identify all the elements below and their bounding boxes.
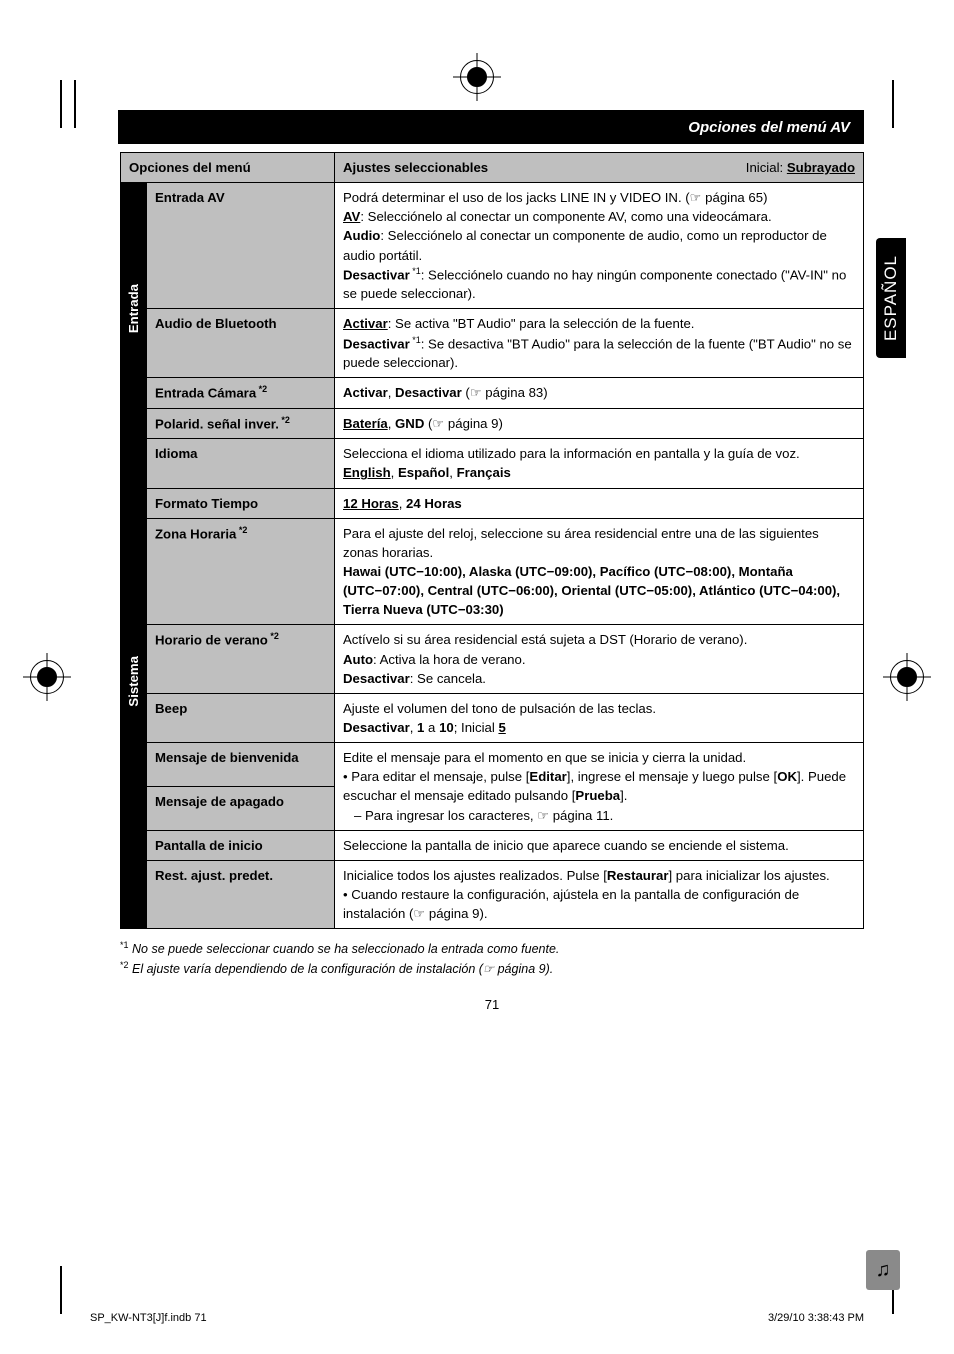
category-sistema: Sistema [121,439,147,929]
page-content: Opciones del menú AV Opciones del menú A… [0,0,954,1052]
table-row: Polarid. señal inver. *2 Batería, GND (☞… [121,408,864,439]
opt-value: Podrá determinar el uso de los jacks LIN… [335,183,864,309]
opt-value: Edite el mensaje para el momento en que … [335,743,864,831]
opt-value: Ajuste el volumen del tono de pulsación … [335,693,864,742]
opt-label: Mensaje de bienvenida [147,743,335,787]
table-row: Mensaje de bienvenida Edite el mensaje p… [121,743,864,787]
table-row: Horario de verano *2 Actívelo si su área… [121,625,864,693]
crop-mark [60,80,62,128]
opt-label: Rest. ajust. predet. [147,860,335,928]
opt-label: Entrada Cámara *2 [147,378,335,409]
language-tab-label: ESPAÑOL [881,255,901,341]
registration-mark-right [890,660,924,694]
table-row: Entrada Cámara *2 Activar, Desactivar (☞… [121,378,864,409]
footnotes: *1 No se puede seleccionar cuando se ha … [120,939,864,979]
opt-value: Activar, Desactivar (☞ página 83) [335,378,864,409]
opt-label: Formato Tiempo [147,488,335,518]
section-title: Opciones del menú AV [688,119,850,136]
crop-mark [892,80,894,128]
opt-label: Audio de Bluetooth [147,309,335,378]
opt-value: Actívelo si su área residencial está suj… [335,625,864,693]
table-row: Entrada Entrada AV Podrá determinar el u… [121,183,864,309]
table-row: Pantalla de inicio Seleccione la pantall… [121,830,864,860]
language-tab: ESPAÑOL [876,238,906,358]
col-header-mid: Ajustes seleccionables [343,160,488,175]
table-row: Beep Ajuste el volumen del tono de pulsa… [121,693,864,742]
table-header-row: Opciones del menú Ajustes seleccionables… [121,153,864,183]
crop-mark [74,80,76,128]
options-table: Opciones del menú Ajustes seleccionables… [120,152,864,929]
opt-value: Batería, GND (☞ página 9) [335,408,864,439]
category-entrada: Entrada [121,183,147,439]
opt-value: 12 Horas, 24 Horas [335,488,864,518]
section-header: Opciones del menú AV [118,110,864,144]
col-header-note: Inicial: Subrayado [746,158,855,177]
opt-label: Pantalla de inicio [147,830,335,860]
footer-left: SP_KW-NT3[J]f.indb 71 [90,1312,207,1324]
opt-label: Zona Horaria *2 [147,518,335,625]
opt-value: Inicialice todos los ajustes realizados.… [335,860,864,928]
opt-value: Para el ajuste del reloj, seleccione su … [335,518,864,625]
page-number: 71 [120,997,864,1012]
print-footer: SP_KW-NT3[J]f.indb 71 3/29/10 3:38:43 PM [90,1312,864,1324]
opt-value: Activar: Se activa "BT Audio" para la se… [335,309,864,378]
table-row: Formato Tiempo 12 Horas, 24 Horas [121,488,864,518]
opt-label: Beep [147,693,335,742]
col-header-right: Ajustes seleccionables Inicial: Subrayad… [335,153,864,183]
opt-label: Entrada AV [147,183,335,309]
table-row: Rest. ajust. predet. Inicialice todos lo… [121,860,864,928]
col-header-left: Opciones del menú [121,153,335,183]
table-row: Sistema Idioma Selecciona el idioma util… [121,439,864,488]
opt-label: Idioma [147,439,335,488]
registration-mark-left [30,660,64,694]
registration-mark-top [460,60,494,94]
table-row: Zona Horaria *2 Para el ajuste del reloj… [121,518,864,625]
footer-right: 3/29/10 3:38:43 PM [768,1312,864,1324]
crop-mark [60,1266,62,1314]
opt-label: Mensaje de apagado [147,786,335,830]
table-row: Audio de Bluetooth Activar: Se activa "B… [121,309,864,378]
opt-label: Polarid. señal inver. *2 [147,408,335,439]
opt-label: Horario de verano *2 [147,625,335,693]
music-note-icon [866,1250,900,1290]
opt-value: Seleccione la pantalla de inicio que apa… [335,830,864,860]
opt-value: Selecciona el idioma utilizado para la i… [335,439,864,488]
